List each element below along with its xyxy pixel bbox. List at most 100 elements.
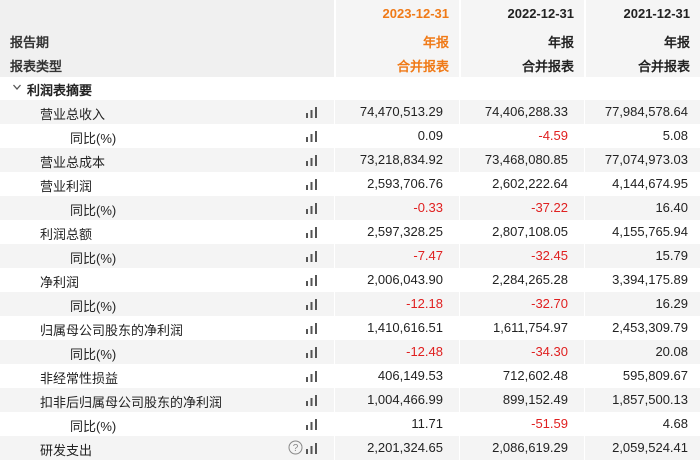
value-cell: 73,468,080.85: [484, 152, 568, 167]
value-cell: 2,006,043.90: [367, 272, 443, 287]
bar-chart-icon[interactable]: [305, 322, 319, 334]
row-cell-bg: [585, 148, 700, 172]
bar-chart-icon[interactable]: [305, 394, 319, 406]
row-cell-bg: [460, 364, 584, 388]
column-period: 年报: [547, 35, 574, 50]
row-cell-bg: [460, 268, 584, 292]
row-label: 营业利润: [40, 179, 93, 194]
value-cell: 2,807,108.05: [492, 224, 568, 239]
value-cell: 2,284,265.28: [492, 272, 568, 287]
row-label: 净利润: [40, 275, 80, 290]
bar-chart-icon[interactable]: [305, 106, 319, 118]
row-cell-bg: [335, 100, 459, 124]
row-cell-bg: [460, 220, 584, 244]
value-cell: 3,394,175.89: [612, 272, 688, 287]
column-2022[interactable]: 2022-12-31 年报 合并报表: [460, 0, 584, 77]
value-cell: 74,406,288.33: [484, 104, 568, 119]
row-label: 营业总成本: [40, 155, 106, 170]
value-cell: 595,809.67: [622, 368, 688, 383]
value-cell: -32.45: [531, 248, 568, 263]
table-row: 营业总收入 74,470,513.29 74,406,288.33 77,984,57…: [0, 100, 700, 124]
row-cell-bg: [335, 412, 459, 436]
value-cell: 77,984,578.64: [604, 104, 688, 119]
row-cell-bg: [460, 196, 584, 220]
section-title: 利润表摘要: [27, 83, 93, 98]
row-cell-bg: [0, 244, 334, 268]
table-row: 归属母公司股东的净利润 1,410,616.51 1,611,754.97 2,453…: [0, 316, 700, 340]
value-cell: 11.71: [411, 416, 443, 431]
table-row: 净利润 2,006,043.90 2,284,265.28 3,394,175.89: [0, 268, 700, 292]
row-label: 同比(%): [70, 251, 117, 266]
bar-chart-icon[interactable]: [305, 226, 319, 238]
table-row: 非经常性损益 406,149.53 712,602.48 595,809.67: [0, 364, 700, 388]
row-cell-bg: [0, 340, 334, 364]
row-label: 扣非后归属母公司股东的净利润: [40, 395, 223, 410]
row-cell-bg: [460, 436, 584, 460]
row-cell-bg: [460, 124, 584, 148]
row-cell-bg: [335, 436, 459, 460]
row-cell-bg: [335, 364, 459, 388]
column-date: 2021-12-31: [623, 6, 691, 21]
report-period-label: 报告期: [10, 35, 50, 50]
row-cell-bg: [0, 292, 334, 316]
row-cell-bg: [585, 316, 700, 340]
row-cell-bg: [0, 124, 334, 148]
value-cell: 1,410,616.51: [367, 320, 443, 335]
value-cell: 712,602.48: [502, 368, 568, 383]
row-cell-bg: [0, 172, 334, 196]
row-cell-bg: [585, 412, 700, 436]
value-cell: 73,218,834.92: [359, 152, 443, 167]
row-cell-bg: [585, 196, 700, 220]
bar-chart-icon[interactable]: [305, 274, 319, 286]
column-type: 合并报表: [521, 59, 574, 74]
row-cell-bg: [0, 364, 334, 388]
row-cell-bg: [335, 316, 459, 340]
row-cell-bg: [0, 220, 334, 244]
row-cell-bg: [335, 220, 459, 244]
value-cell: 2,593,706.76: [367, 176, 443, 191]
value-cell: 2,602,222.64: [492, 176, 568, 191]
row-cell-bg: [0, 412, 334, 436]
value-cell: 5.08: [662, 128, 688, 143]
column-2023[interactable]: 2023-12-31 年报 合并报表: [335, 0, 459, 77]
table-row: 同比(%) 0.09 -4.59 5.08: [0, 124, 700, 148]
value-cell: 20.08: [655, 344, 688, 359]
value-cell: 2,059,524.41: [612, 440, 688, 455]
row-label: 归属母公司股东的净利润: [40, 323, 184, 338]
bar-chart-icon[interactable]: [305, 370, 319, 382]
bar-chart-icon[interactable]: [305, 130, 319, 142]
bar-chart-icon[interactable]: [305, 346, 319, 358]
section-toggle-income-summary[interactable]: 利润表摘要: [0, 77, 700, 100]
value-cell: 4.68: [662, 416, 688, 431]
row-cell-bg: [335, 172, 459, 196]
row-label: 研发支出: [40, 443, 93, 458]
row-cell-bg: [460, 100, 584, 124]
help-icon[interactable]: ?: [288, 440, 303, 455]
bar-chart-icon[interactable]: [305, 418, 319, 430]
column-period: 年报: [422, 35, 449, 50]
bar-chart-icon[interactable]: [305, 154, 319, 166]
bar-chart-icon[interactable]: [305, 250, 319, 262]
row-cell-bg: [585, 340, 700, 364]
row-cell-bg: [585, 124, 700, 148]
table-row: 同比(%) -7.47 -32.45 15.79: [0, 244, 700, 268]
bar-chart-icon[interactable]: [305, 298, 319, 310]
bar-chart-icon[interactable]: [305, 442, 319, 454]
value-cell: -12.18: [406, 296, 443, 311]
value-cell: 16.29: [655, 296, 688, 311]
row-cell-bg: [585, 292, 700, 316]
row-cell-bg: [585, 388, 700, 412]
chevron-down-icon: [13, 84, 21, 90]
row-cell-bg: [0, 388, 334, 412]
table-row: 同比(%) -12.18 -32.70 16.29: [0, 292, 700, 316]
column-2021[interactable]: 2021-12-31 年报 合并报表: [585, 0, 700, 77]
table-row: 研发支出? 2,201,324.65 2,086,619.29 2,059,524.4…: [0, 436, 700, 460]
table-header: 报告期 报表类型 2023-12-31 年报 合并报表 2022-12-31 年…: [0, 0, 700, 77]
value-cell: -34.30: [531, 344, 568, 359]
value-cell: 4,155,765.94: [612, 224, 688, 239]
row-cell-bg: [585, 172, 700, 196]
value-cell: -12.48: [406, 344, 443, 359]
bar-chart-icon[interactable]: [305, 202, 319, 214]
table-row: 营业总成本 73,218,834.92 73,468,080.85 77,074,97…: [0, 148, 700, 172]
bar-chart-icon[interactable]: [305, 178, 319, 190]
